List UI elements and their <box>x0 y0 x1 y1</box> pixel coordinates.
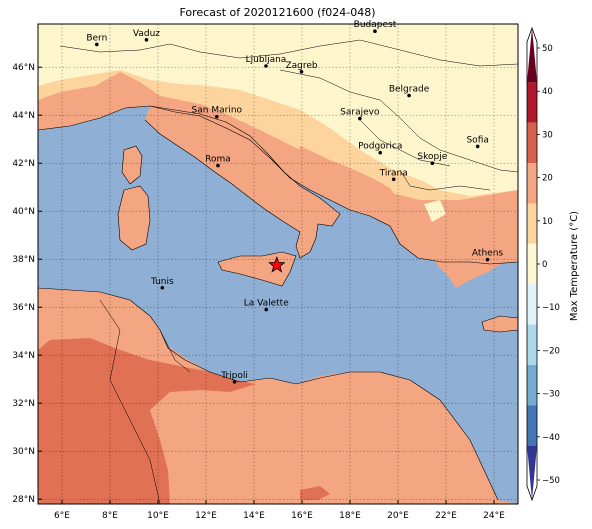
lon-axis: 6°E 8°E 10°E 12°E 14°E 16°E 18°E 20°E 22°E 24°E <box>54 500 505 521</box>
colorbar-tick-label: 10 <box>542 217 553 227</box>
city-dot <box>144 38 149 42</box>
colorbar-tick-label: 30 <box>542 130 553 140</box>
country-borders <box>59 39 518 504</box>
colorbar-segment <box>527 28 537 83</box>
colorbar-segment <box>527 203 537 244</box>
city-dot <box>299 69 304 74</box>
balkan-coast-fill <box>290 146 518 264</box>
lat-tick-label: 46°N <box>12 63 35 73</box>
event-marker <box>268 256 286 273</box>
city-dot <box>216 163 220 168</box>
lon-tick-label: 6°E <box>54 511 70 521</box>
corsica-land <box>122 146 142 184</box>
lon-tick-label: 10°E <box>147 511 169 521</box>
city-label: Skopje <box>417 152 447 162</box>
city-dot <box>215 114 219 119</box>
lat-tick-label: 28°N <box>12 495 35 505</box>
colorbar-segment <box>527 405 537 446</box>
lat-tick-label: 36°N <box>12 303 35 313</box>
city-label: Sarajevo <box>340 108 380 118</box>
lat-tick-label: 30°N <box>12 447 35 457</box>
city-dot <box>264 64 268 68</box>
city-dot <box>475 144 480 149</box>
lon-tick-label: 18°E <box>339 511 361 521</box>
lat-tick-label: 34°N <box>12 351 35 361</box>
city-label: Roma <box>205 155 231 165</box>
colorbar-tick-label: −50 <box>542 476 560 486</box>
colorbar: 50 40 30 20 10 0 −10 −20 −30 −40 −50 <box>526 26 560 502</box>
lon-tick-label: 24°E <box>483 511 505 521</box>
colorbar-segment <box>527 284 537 325</box>
crete-land <box>482 316 518 332</box>
sea-fill <box>38 106 518 504</box>
colorbar-segment <box>527 364 537 406</box>
map-title: Forecast of 2020121600 (f024-048) <box>179 6 376 19</box>
italy-land <box>145 106 340 258</box>
city-label: Zagreb <box>285 61 317 71</box>
lon-tick-label: 12°E <box>195 511 217 521</box>
colorbar-tick-label: −20 <box>542 346 560 356</box>
city-dot <box>407 93 411 98</box>
colorbar-segment <box>527 243 537 285</box>
lon-tick-label: 8°E <box>102 511 118 521</box>
lat-tick-label: 38°N <box>12 255 35 265</box>
city-dot <box>485 257 490 262</box>
colorbar-tick-label: 20 <box>542 174 553 184</box>
lat-tick-label: 32°N <box>12 399 35 409</box>
city-dot <box>264 307 269 312</box>
city-label: Ljubljana <box>246 55 287 65</box>
lon-tick-label: 16°E <box>291 511 313 521</box>
colorbar-tick-label: −10 <box>542 303 560 313</box>
lon-tick-label: 14°E <box>243 511 265 521</box>
hot-patch-south <box>300 486 330 500</box>
city-label: Belgrade <box>389 85 430 95</box>
colorbar-tick-label: −40 <box>542 433 560 443</box>
graticule <box>38 24 518 504</box>
city-label: San Marino <box>192 106 243 116</box>
sardinia-land <box>118 186 150 250</box>
colorbar-segment <box>527 122 537 164</box>
city-dot <box>358 116 362 121</box>
map-frame <box>37 23 519 505</box>
hot-patch-libya <box>38 338 256 504</box>
lon-tick-label: 22°E <box>435 511 457 521</box>
colorbar-tick-label: 40 <box>542 87 553 97</box>
city-label: Budapest <box>354 20 397 30</box>
colorbar-segment <box>527 445 537 500</box>
city-label: La Valette <box>244 299 289 309</box>
colorbar-tick-label: 50 <box>542 44 553 54</box>
coastlines <box>38 105 518 501</box>
lon-tick-label: 20°E <box>387 511 409 521</box>
city-label: Sofia <box>466 135 488 145</box>
city-label: Tripoli <box>220 371 248 381</box>
colorbar-segment <box>527 82 537 123</box>
city-dot <box>373 29 377 33</box>
lat-axis: 46°N 44°N 42°N 40°N 38°N 36°N 34°N 32°N 30°N 28°N <box>12 63 42 505</box>
colorbar-segment <box>527 163 537 204</box>
colorbar-tick-label: 0 <box>542 260 547 270</box>
city-label: Podgorica <box>358 142 402 152</box>
city-dot <box>391 177 396 182</box>
city-dot <box>232 380 237 384</box>
city-dot <box>378 150 383 155</box>
lat-tick-label: 44°N <box>12 111 35 121</box>
colorbar-segment <box>527 324 537 365</box>
city-label: Bern <box>86 33 107 43</box>
city-dot <box>95 42 99 47</box>
colorbar-tick-label: −30 <box>542 390 560 400</box>
city-label: Athens <box>472 249 503 259</box>
lat-tick-label: 42°N <box>12 159 35 169</box>
city-label: Tirana <box>379 168 408 178</box>
lat-tick-label: 40°N <box>12 207 35 217</box>
city-label: Vaduz <box>133 29 160 39</box>
colorbar-label: Max Temperature (°C) <box>569 211 580 321</box>
star-icon <box>268 256 286 273</box>
city-dot <box>160 285 165 290</box>
city-dot <box>430 161 435 165</box>
city-label: Tunis <box>150 277 174 287</box>
greece-land <box>430 240 504 288</box>
